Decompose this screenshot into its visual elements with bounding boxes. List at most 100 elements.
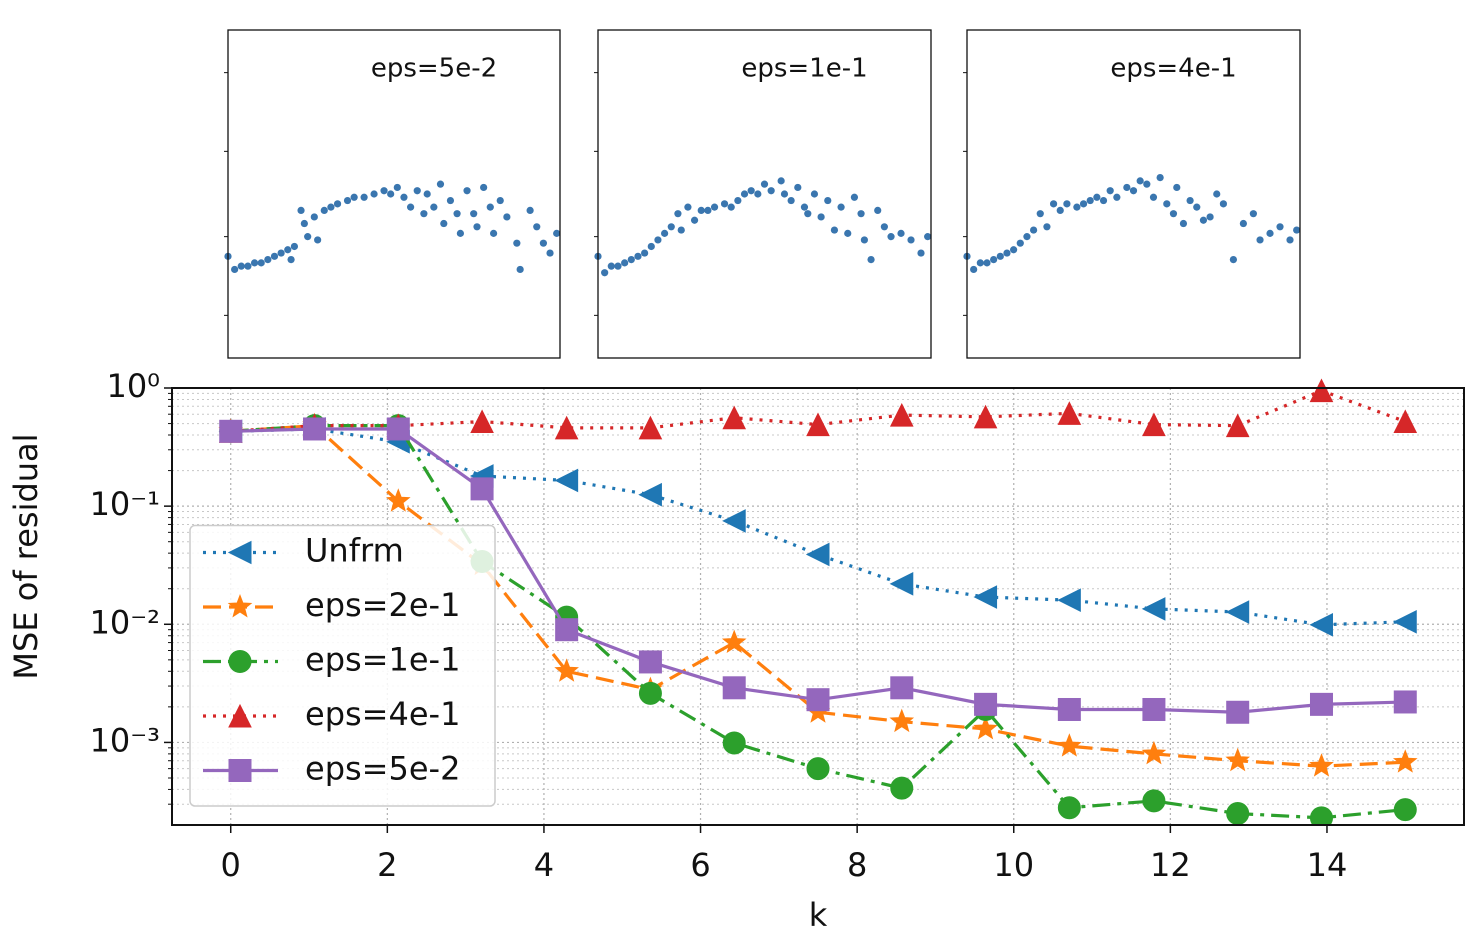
marker bbox=[973, 585, 998, 609]
x-tick-label: 0 bbox=[221, 846, 241, 884]
point bbox=[794, 183, 802, 192]
point bbox=[370, 190, 378, 198]
series bbox=[218, 417, 1417, 637]
x-tick-label: 14 bbox=[1307, 846, 1348, 884]
point bbox=[237, 262, 245, 270]
point bbox=[654, 236, 662, 244]
point bbox=[287, 256, 295, 264]
legend-label: Unfrm bbox=[305, 532, 404, 570]
point bbox=[990, 256, 998, 264]
marker bbox=[889, 572, 914, 596]
marker bbox=[1309, 753, 1334, 777]
x-tick-label: 8 bbox=[847, 846, 867, 884]
marker bbox=[805, 542, 830, 567]
marker bbox=[638, 650, 662, 674]
point bbox=[1219, 200, 1228, 208]
point bbox=[1129, 187, 1138, 195]
point bbox=[634, 252, 642, 260]
marker bbox=[638, 681, 662, 705]
marker bbox=[1225, 600, 1250, 624]
point bbox=[1036, 210, 1044, 218]
marker bbox=[1226, 700, 1250, 724]
point bbox=[1293, 226, 1301, 234]
point bbox=[490, 229, 498, 237]
point bbox=[1123, 183, 1131, 192]
point bbox=[413, 187, 421, 195]
marker bbox=[554, 415, 579, 440]
point bbox=[867, 256, 875, 264]
marker bbox=[303, 417, 327, 441]
point bbox=[996, 252, 1004, 260]
marker bbox=[973, 716, 998, 740]
point bbox=[257, 259, 265, 267]
marker bbox=[638, 482, 662, 507]
marker bbox=[555, 618, 579, 642]
point bbox=[661, 229, 669, 237]
point bbox=[513, 239, 521, 247]
point bbox=[446, 196, 455, 205]
x-tick-label: 12 bbox=[1150, 846, 1191, 884]
point bbox=[614, 262, 622, 270]
point bbox=[486, 203, 494, 211]
point bbox=[250, 259, 259, 267]
marker bbox=[974, 692, 998, 716]
point bbox=[1163, 200, 1171, 208]
point bbox=[917, 249, 925, 257]
marker bbox=[1057, 401, 1082, 425]
point bbox=[897, 229, 905, 237]
point bbox=[684, 203, 692, 211]
point bbox=[1106, 187, 1114, 195]
point bbox=[456, 229, 464, 237]
point bbox=[1093, 193, 1101, 201]
x-tick-label: 2 bbox=[377, 846, 397, 884]
marker bbox=[1392, 749, 1418, 773]
point bbox=[690, 216, 699, 224]
marker bbox=[1142, 412, 1166, 437]
marker bbox=[806, 688, 830, 712]
point bbox=[393, 183, 401, 192]
legend-label: eps=1e-1 bbox=[305, 641, 460, 679]
point bbox=[824, 196, 832, 205]
legend-marker bbox=[227, 594, 253, 618]
marker bbox=[1057, 697, 1081, 721]
point bbox=[804, 210, 812, 218]
point bbox=[360, 193, 368, 201]
point bbox=[264, 256, 272, 264]
point bbox=[231, 265, 239, 274]
legend-label: eps=4e-1 bbox=[305, 695, 460, 733]
point bbox=[284, 246, 292, 254]
point bbox=[704, 206, 712, 214]
point bbox=[787, 196, 795, 205]
point bbox=[800, 203, 809, 211]
marker bbox=[1057, 796, 1081, 820]
point bbox=[1099, 196, 1108, 205]
axes-frame bbox=[227, 29, 561, 359]
point bbox=[327, 203, 335, 211]
marker bbox=[1309, 612, 1333, 637]
point bbox=[697, 206, 705, 214]
point bbox=[734, 196, 742, 205]
point bbox=[767, 187, 775, 195]
legend-marker bbox=[228, 759, 252, 782]
point bbox=[1043, 223, 1051, 231]
marker bbox=[1309, 378, 1334, 403]
point bbox=[270, 252, 279, 260]
point bbox=[553, 229, 561, 237]
legend-box bbox=[189, 524, 496, 807]
point bbox=[780, 190, 789, 198]
y-tick-label: 10⁰ bbox=[106, 367, 160, 405]
marker bbox=[722, 676, 746, 700]
point bbox=[760, 180, 769, 188]
point bbox=[1149, 193, 1158, 201]
point bbox=[607, 262, 615, 270]
point bbox=[1056, 206, 1064, 214]
marker bbox=[973, 404, 998, 429]
point bbox=[1256, 236, 1264, 244]
marker bbox=[219, 419, 243, 443]
marker bbox=[1142, 697, 1166, 721]
point bbox=[1229, 256, 1237, 264]
point bbox=[1073, 203, 1081, 211]
point bbox=[1249, 210, 1257, 218]
point bbox=[983, 259, 991, 267]
